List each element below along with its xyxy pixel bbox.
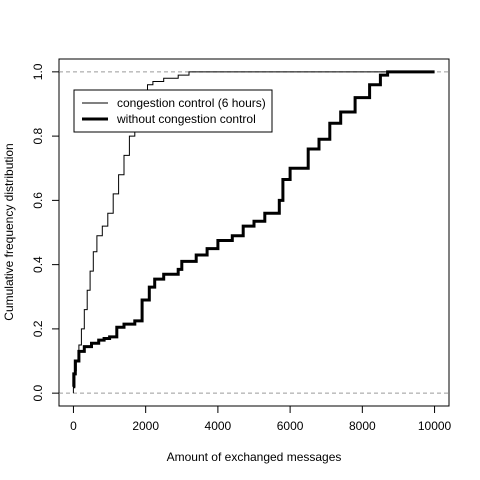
y-tick-label: 0.0 [31,384,45,401]
x-tick-label: 6000 [277,419,304,433]
y-tick-label: 0.4 [31,256,45,273]
x-tick-label: 10000 [418,419,452,433]
x-tick-label: 2000 [132,419,159,433]
y-tick-label: 0.8 [31,127,45,144]
series-layer [72,70,435,394]
y-tick-label: 1.0 [31,63,45,80]
x-axis: 0 2000 4000 6000 8000 10000 [70,405,452,433]
y-tick-label: 0.2 [31,320,45,337]
x-tick-label: 0 [70,419,77,433]
x-tick-label: 8000 [349,419,376,433]
x-tick-label: 4000 [205,419,232,433]
series-line-1 [72,70,435,389]
y-tick-label: 0.6 [31,192,45,209]
series-line-0 [72,71,392,394]
x-axis-title: Amount of exchanged messages [167,450,342,464]
legend: congestion control (6 hours) without con… [73,89,273,133]
y-axis-title: Cumulative frequency distribution [2,143,16,320]
legend-label-without-congestion-control: without congestion control [116,112,256,126]
y-axis: 0.0 0.2 0.4 0.6 0.8 1.0 [31,63,60,401]
legend-box [73,89,273,133]
legend-label-congestion-control: congestion control (6 hours) [117,96,266,110]
